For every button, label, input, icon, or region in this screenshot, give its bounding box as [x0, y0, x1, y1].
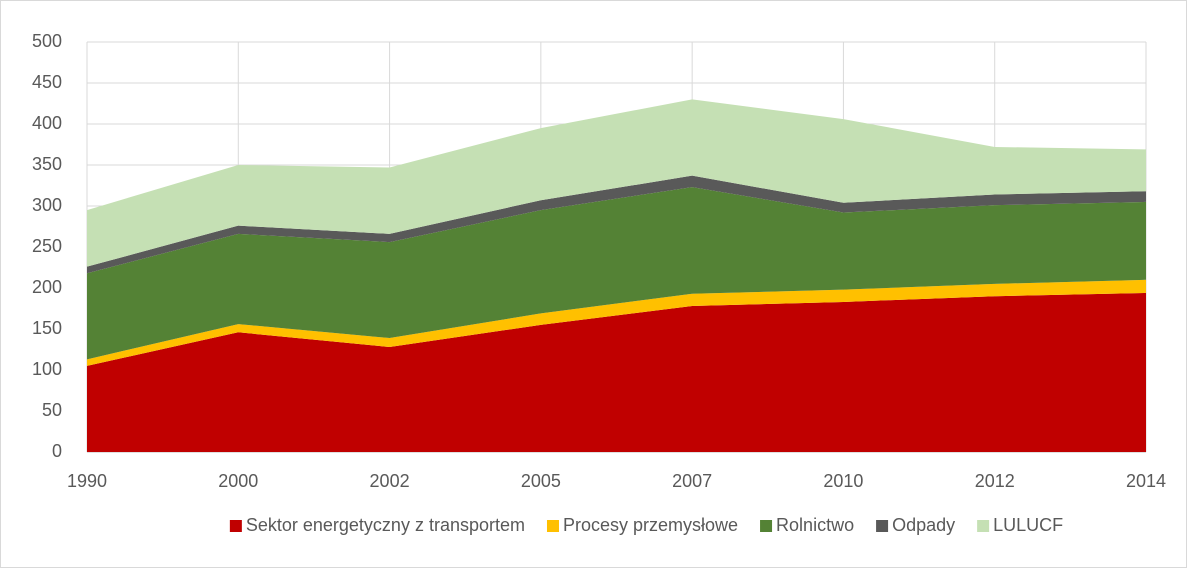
x-tick-label: 1990: [67, 471, 107, 491]
area: [87, 187, 1146, 360]
area: [87, 279, 1146, 366]
x-tick-label: 2000: [218, 471, 258, 491]
y-tick-label: 0: [52, 441, 62, 461]
area: [87, 99, 1146, 267]
x-tick-label: 2010: [823, 471, 863, 491]
y-tick-label: 100: [32, 359, 62, 379]
x-tick-label: 2007: [672, 471, 712, 491]
legend-swatch: [977, 520, 990, 532]
x-tick-label: 2005: [521, 471, 561, 491]
legend-label: Procesy przemysłowe: [563, 515, 738, 535]
y-tick-label: 350: [32, 154, 62, 174]
legend-label: Odpady: [892, 515, 955, 535]
y-tick-label: 450: [32, 72, 62, 92]
legend-swatch: [876, 520, 889, 532]
y-tick-label: 150: [32, 318, 62, 338]
legend-label: Rolnictwo: [776, 515, 854, 535]
y-tick-label: 250: [32, 236, 62, 256]
area: [87, 292, 1146, 452]
legend-swatch: [229, 520, 242, 532]
x-tick-label: 2014: [1126, 471, 1166, 491]
x-tick-label: 2002: [370, 471, 410, 491]
x-tick-label: 2012: [975, 471, 1015, 491]
legend-swatch: [760, 520, 773, 532]
y-tick-label: 200: [32, 277, 62, 297]
legend-label: LULUCF: [993, 515, 1063, 535]
legend-label: Sektor energetyczny z transportem: [246, 515, 525, 535]
y-tick-label: 300: [32, 195, 62, 215]
y-tick-label: 500: [32, 31, 62, 51]
legend-swatch: [546, 520, 559, 532]
y-tick-label: 400: [32, 113, 62, 133]
area: [87, 175, 1146, 274]
y-tick-label: 50: [42, 400, 62, 420]
